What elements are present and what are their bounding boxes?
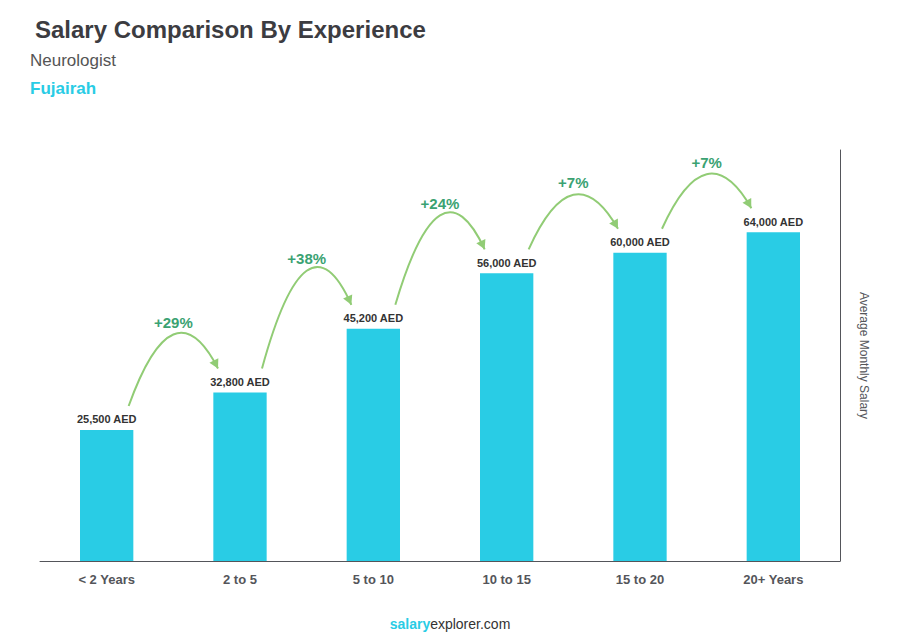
svg-text:Average Monthly Salary: Average Monthly Salary xyxy=(857,292,871,419)
svg-text:+7%: +7% xyxy=(558,174,588,191)
svg-text:salary: salary xyxy=(390,616,431,632)
svg-text:+24%: +24% xyxy=(421,195,460,212)
svg-text:< 2 Years: < 2 Years xyxy=(78,572,135,587)
svg-text:45,200 AED: 45,200 AED xyxy=(344,312,404,324)
svg-text:Fujairah: Fujairah xyxy=(30,79,96,98)
svg-text:2 to 5: 2 to 5 xyxy=(223,572,257,587)
svg-text:+29%: +29% xyxy=(154,314,193,331)
svg-text:5 to 10: 5 to 10 xyxy=(353,572,394,587)
svg-text:Neurologist: Neurologist xyxy=(30,51,116,70)
svg-text:60,000 AED: 60,000 AED xyxy=(610,236,670,248)
svg-text:25,500 AED: 25,500 AED xyxy=(77,413,137,425)
svg-text:+7%: +7% xyxy=(691,154,721,171)
svg-text:+38%: +38% xyxy=(287,250,326,267)
svg-text:explorer.com: explorer.com xyxy=(430,616,510,632)
svg-text:10 to 15: 10 to 15 xyxy=(482,572,530,587)
svg-text:56,000 AED: 56,000 AED xyxy=(477,257,537,269)
svg-text:64,000 AED: 64,000 AED xyxy=(744,216,804,228)
svg-text:20+ Years: 20+ Years xyxy=(743,572,803,587)
svg-text:32,800 AED: 32,800 AED xyxy=(210,376,270,388)
svg-text:15 to 20: 15 to 20 xyxy=(616,572,664,587)
svg-text:Salary Comparison By Experienc: Salary Comparison By Experience xyxy=(35,16,426,43)
